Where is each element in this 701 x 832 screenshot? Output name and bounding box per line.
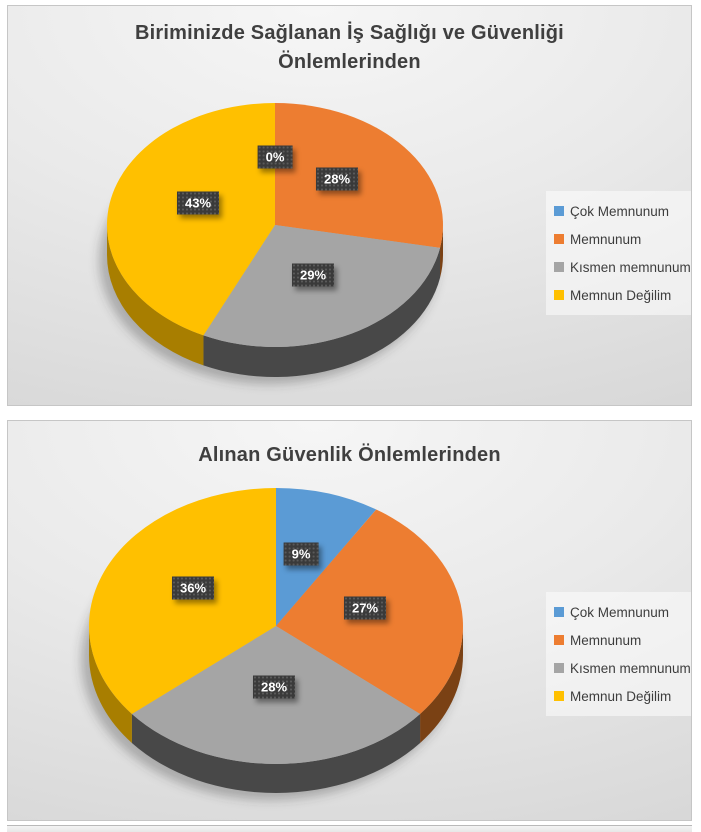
legend-item: Memnun Değilim: [554, 682, 691, 710]
legend-item: Kısmen memnunum: [554, 654, 691, 682]
legend-item: Memnunum: [554, 626, 691, 654]
legend: Çok Memnunum Memnunum Kısmen memnunum Memnu…: [546, 191, 691, 315]
pie-slice-side: [107, 225, 204, 366]
legend-marker-icon: [554, 663, 564, 673]
chart-title: Biriminizde Sağlanan İş Sağlığı ve Güven…: [135, 22, 564, 73]
pie-slice-side: [89, 626, 132, 743]
pie-slice: [89, 488, 276, 714]
legend-item: Kısmen memnunum: [554, 253, 691, 281]
data-label: 29%: [291, 263, 335, 287]
data-label: 43%: [176, 191, 220, 215]
data-label: 28%: [252, 675, 296, 699]
chart-panel-security-measures: Alınan Güvenlik Önlemlerinden 9% 27% 28% 36…: [7, 420, 692, 821]
legend-item: Memnun Değilim: [554, 281, 691, 309]
legend: Çok Memnunum Memnunum Kısmen memnunum Memnu…: [546, 592, 691, 716]
legend-label: Memnunum: [570, 632, 642, 648]
pie-slice-side: [203, 247, 441, 377]
next-panel-edge: [7, 825, 692, 832]
legend-marker-icon: [554, 635, 564, 645]
legend-marker-icon: [554, 290, 564, 300]
pie-slice: [275, 103, 443, 248]
pie-slice-side: [440, 225, 443, 278]
data-label: 0%: [257, 145, 293, 169]
legend-marker-icon: [554, 607, 564, 617]
legend-label: Kısmen memnunum: [570, 660, 691, 676]
data-label: 36%: [171, 576, 215, 600]
legend-marker-icon: [554, 234, 564, 244]
legend-label: Memnun Değilim: [570, 287, 672, 303]
pie-slice-side: [131, 713, 421, 793]
legend-marker-icon: [554, 262, 564, 272]
legend-label: Kısmen memnunum: [570, 259, 691, 275]
legend-item: Çok Memnunum: [554, 197, 691, 225]
data-label: 28%: [315, 167, 359, 191]
legend-item: Memnunum: [554, 225, 691, 253]
pie-slice: [276, 488, 377, 626]
legend-label: Çok Memnunum: [570, 604, 670, 620]
legend-marker-icon: [554, 206, 564, 216]
chart-title: Alınan Güvenlik Önlemlerinden: [198, 444, 501, 466]
pie-slice-side: [420, 626, 463, 743]
legend-label: Memnunum: [570, 231, 642, 247]
pie-slice: [106, 103, 275, 336]
chart-panel-occupational-safety: Biriminizde Sağlanan İş Sağlığı ve Güven…: [7, 5, 692, 406]
data-label: 9%: [283, 542, 319, 566]
legend-label: Çok Memnunum: [570, 203, 670, 219]
data-label: 27%: [343, 596, 387, 620]
legend-marker-icon: [554, 691, 564, 701]
legend-label: Memnun Değilim: [570, 688, 672, 704]
legend-item: Çok Memnunum: [554, 598, 691, 626]
